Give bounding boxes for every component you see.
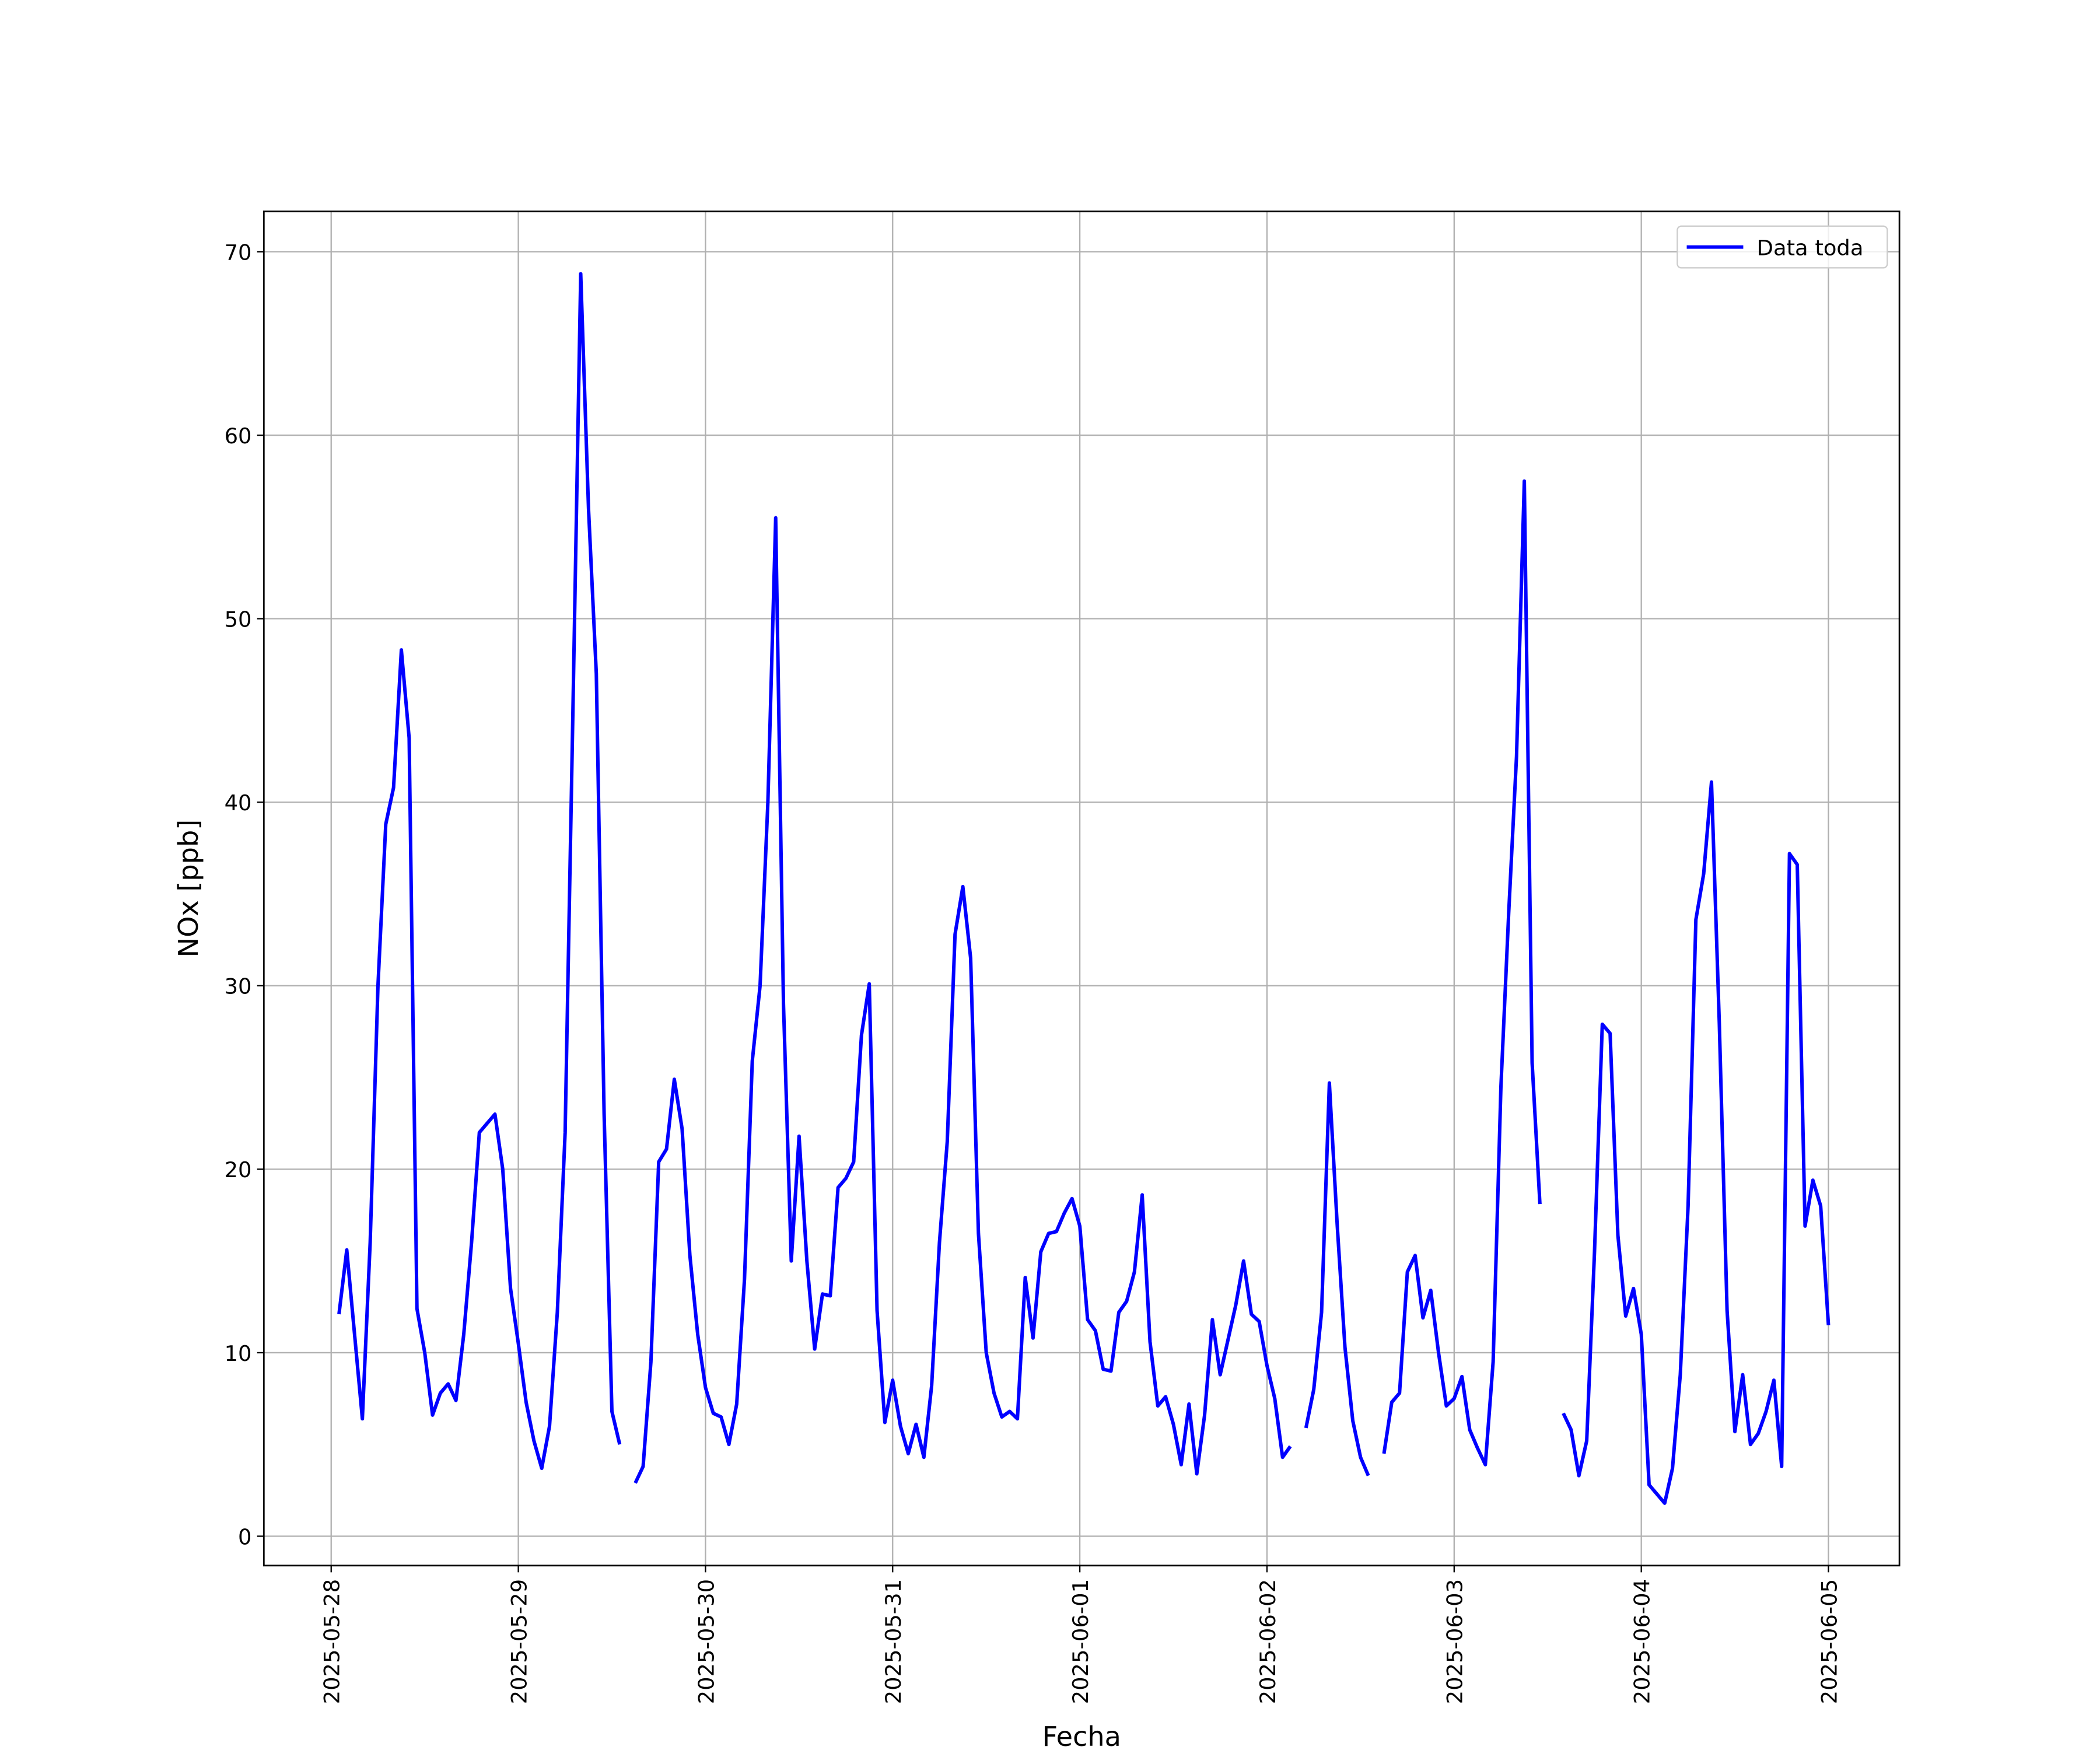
grid: [264, 211, 1900, 1566]
y-tick-label: 50: [225, 607, 252, 632]
y-tick-label: 30: [225, 974, 252, 999]
data-line: [337, 272, 1831, 1505]
x-tick-label: 2025-06-05: [1817, 1579, 1842, 1704]
legend-box: [1676, 225, 1888, 269]
x-tick-label: 2025-05-30: [694, 1579, 719, 1704]
legend: Data toda: [1676, 225, 1888, 269]
x-tick-label: 2025-06-02: [1255, 1579, 1280, 1704]
axes-frame: [262, 210, 1901, 1567]
x-tick-label: 2025-06-03: [1443, 1579, 1468, 1704]
x-tick-label: 2025-05-28: [320, 1579, 345, 1704]
x-axis-label: Fecha: [1042, 1721, 1121, 1750]
x-tick-label: 2025-05-31: [881, 1579, 906, 1704]
y-tick-label: 70: [225, 240, 252, 265]
y-tick-label: 0: [238, 1524, 251, 1549]
plot-area: [337, 272, 1831, 1505]
y-tick-label: 20: [225, 1157, 252, 1182]
y-tick-label: 10: [225, 1341, 252, 1366]
x-tick-label: 2025-06-04: [1629, 1579, 1654, 1704]
y-tick-label: 40: [225, 790, 252, 816]
x-tick-label: 2025-05-29: [506, 1579, 531, 1704]
y-axis-label: NOx [ppb]: [173, 820, 204, 958]
y-tick-label: 60: [225, 424, 252, 449]
x-tick-label: 2025-06-01: [1068, 1579, 1093, 1704]
legend-label: Data toda: [1757, 235, 1864, 260]
ticks: 0 10 20 30 40 50 60 70 2025-05-28 2025-05-29 2025-…: [225, 240, 1842, 1704]
